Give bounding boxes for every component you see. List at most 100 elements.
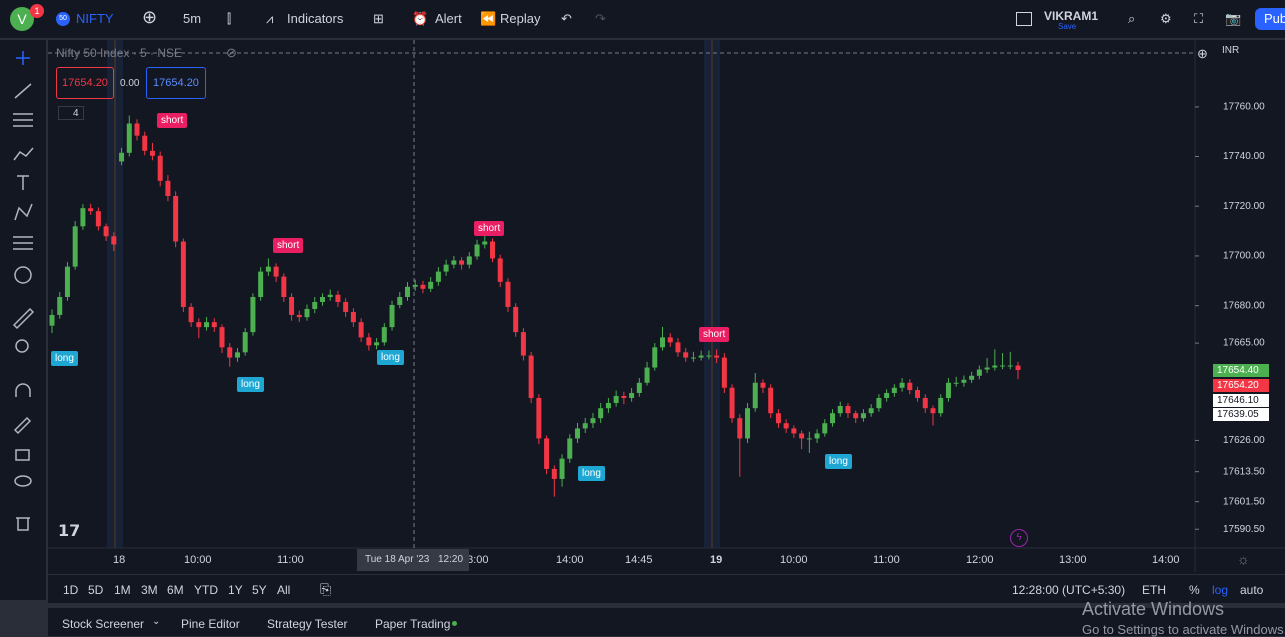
icon-tool[interactable] xyxy=(14,266,32,284)
percent-toggle[interactable]: % xyxy=(1189,583,1200,597)
candle-body xyxy=(103,226,109,237)
zoom-tool[interactable] xyxy=(15,339,29,353)
undo[interactable]: ↶ xyxy=(561,11,572,26)
fib-tool[interactable] xyxy=(13,113,33,127)
candle-body xyxy=(698,355,704,358)
tab[interactable]: Pine Editor xyxy=(181,617,240,631)
candle-body xyxy=(938,397,944,414)
candle-body xyxy=(219,327,225,348)
log-toggle[interactable]: log xyxy=(1212,583,1229,597)
crosshair-tool[interactable] xyxy=(16,51,30,65)
plus-icon[interactable]: ⊕ xyxy=(1197,46,1208,61)
brush-tool[interactable] xyxy=(13,147,34,161)
add-icon[interactable]: ⊕ xyxy=(142,7,158,27)
time-label: 18 xyxy=(113,554,126,566)
alert-icon: ⏰ xyxy=(412,11,429,26)
candle-body xyxy=(149,150,155,156)
search-icon[interactable]: ⌕ xyxy=(1128,11,1136,26)
range-button[interactable]: 5Y xyxy=(252,583,267,597)
candle-body xyxy=(737,418,743,439)
settings-icon[interactable]: ⚙ xyxy=(1160,11,1172,26)
candle-body xyxy=(706,355,712,357)
candle-body xyxy=(451,260,457,265)
save[interactable]: Save xyxy=(1058,22,1077,31)
draw-mode-tool[interactable] xyxy=(13,416,32,435)
candle-body xyxy=(976,369,982,376)
candle-body xyxy=(729,387,735,419)
goto-date[interactable]: ⎘ xyxy=(320,581,332,597)
fullscreen-icon[interactable]: ⛶ xyxy=(1194,11,1204,26)
candle-body xyxy=(884,392,890,398)
time-label: 10:00 xyxy=(184,554,212,566)
candle-body xyxy=(157,155,163,181)
candle-body xyxy=(180,241,186,307)
candle-body xyxy=(111,236,117,245)
candle-body xyxy=(536,397,542,439)
auto-toggle[interactable]: auto xyxy=(1240,583,1264,597)
trash-tool[interactable] xyxy=(16,517,30,531)
symbol[interactable]: NIFTY xyxy=(76,11,114,26)
tab[interactable]: Strategy Tester xyxy=(267,617,348,631)
candle-body xyxy=(443,264,449,272)
candle-body xyxy=(984,367,990,370)
candle-body xyxy=(907,382,913,390)
time-label: 14:45 xyxy=(625,554,653,566)
clock: 12:28:00 (UTC+5:30) xyxy=(1012,583,1126,597)
time-label: 11:00 xyxy=(873,554,900,566)
sell-price[interactable]: 17654.20 xyxy=(56,67,114,99)
y-tick-label: 17626.00 xyxy=(1223,435,1265,446)
candle-body xyxy=(806,438,812,440)
candle-body xyxy=(358,322,364,338)
hide-icon[interactable]: ⊘ xyxy=(226,45,237,60)
axis-settings[interactable]: ☼ xyxy=(1237,551,1250,567)
time-label: 10:00 xyxy=(780,554,808,566)
redo[interactable]: ↷ xyxy=(595,11,606,26)
session[interactable]: ETH xyxy=(1142,583,1166,597)
pattern-tool[interactable] xyxy=(14,203,33,221)
alert[interactable]: Alert xyxy=(435,11,462,26)
buy-price[interactable]: 17654.20 xyxy=(146,67,206,99)
hide-tool[interactable] xyxy=(14,475,32,487)
candle-body xyxy=(544,438,550,469)
chart-type-icon[interactable]: ⫿ xyxy=(227,11,232,26)
range-button[interactable]: 5D xyxy=(88,583,104,597)
indicators[interactable]: Indicators xyxy=(287,11,344,26)
price-tag: 17639.05 xyxy=(1213,408,1269,421)
user[interactable]: VIKRAM1 xyxy=(1044,9,1099,23)
range-button[interactable]: 1D xyxy=(63,583,79,597)
range-button[interactable]: 1M xyxy=(114,583,131,597)
lightning-icon[interactable]: ϟ xyxy=(1010,529,1028,547)
interval[interactable]: 5m xyxy=(183,11,202,26)
line-tool[interactable] xyxy=(14,83,32,99)
range-button[interactable]: 1Y xyxy=(228,583,243,597)
candle-body xyxy=(752,382,758,409)
replay[interactable]: Replay xyxy=(500,11,541,26)
candle-body xyxy=(343,301,349,312)
lock-tool[interactable] xyxy=(15,449,30,461)
range-button[interactable]: 6M xyxy=(167,583,184,597)
text-tool[interactable] xyxy=(17,175,29,190)
currency[interactable]: INR xyxy=(1222,45,1240,56)
tab[interactable]: Paper Trading xyxy=(375,617,451,631)
layout-icon[interactable] xyxy=(1016,12,1032,26)
magnet-tool[interactable] xyxy=(15,383,31,397)
publish[interactable]: Pub xyxy=(1255,8,1285,30)
range-button[interactable]: 3M xyxy=(141,583,158,597)
tab[interactable]: Stock Screener xyxy=(62,617,145,631)
candle-body xyxy=(327,294,333,298)
candle-body xyxy=(644,367,650,383)
forecast-tool[interactable] xyxy=(13,236,33,250)
candle-body xyxy=(953,382,959,384)
range-button[interactable]: YTD xyxy=(194,583,218,597)
tool-icons xyxy=(12,51,35,531)
range-button[interactable]: All xyxy=(277,583,291,597)
ruler-tool[interactable] xyxy=(12,307,35,330)
watermark-text: Go to Settings to activate Windows. xyxy=(1082,622,1285,637)
layouts-icon[interactable]: ⊞ xyxy=(373,11,384,26)
snapshot-icon[interactable]: 📷 xyxy=(1225,11,1242,26)
collapse-indicators[interactable]: 4 xyxy=(58,106,84,120)
candle-body xyxy=(142,135,148,151)
tab-caret[interactable]: ⌄ xyxy=(152,616,161,627)
candle-body xyxy=(899,382,905,388)
